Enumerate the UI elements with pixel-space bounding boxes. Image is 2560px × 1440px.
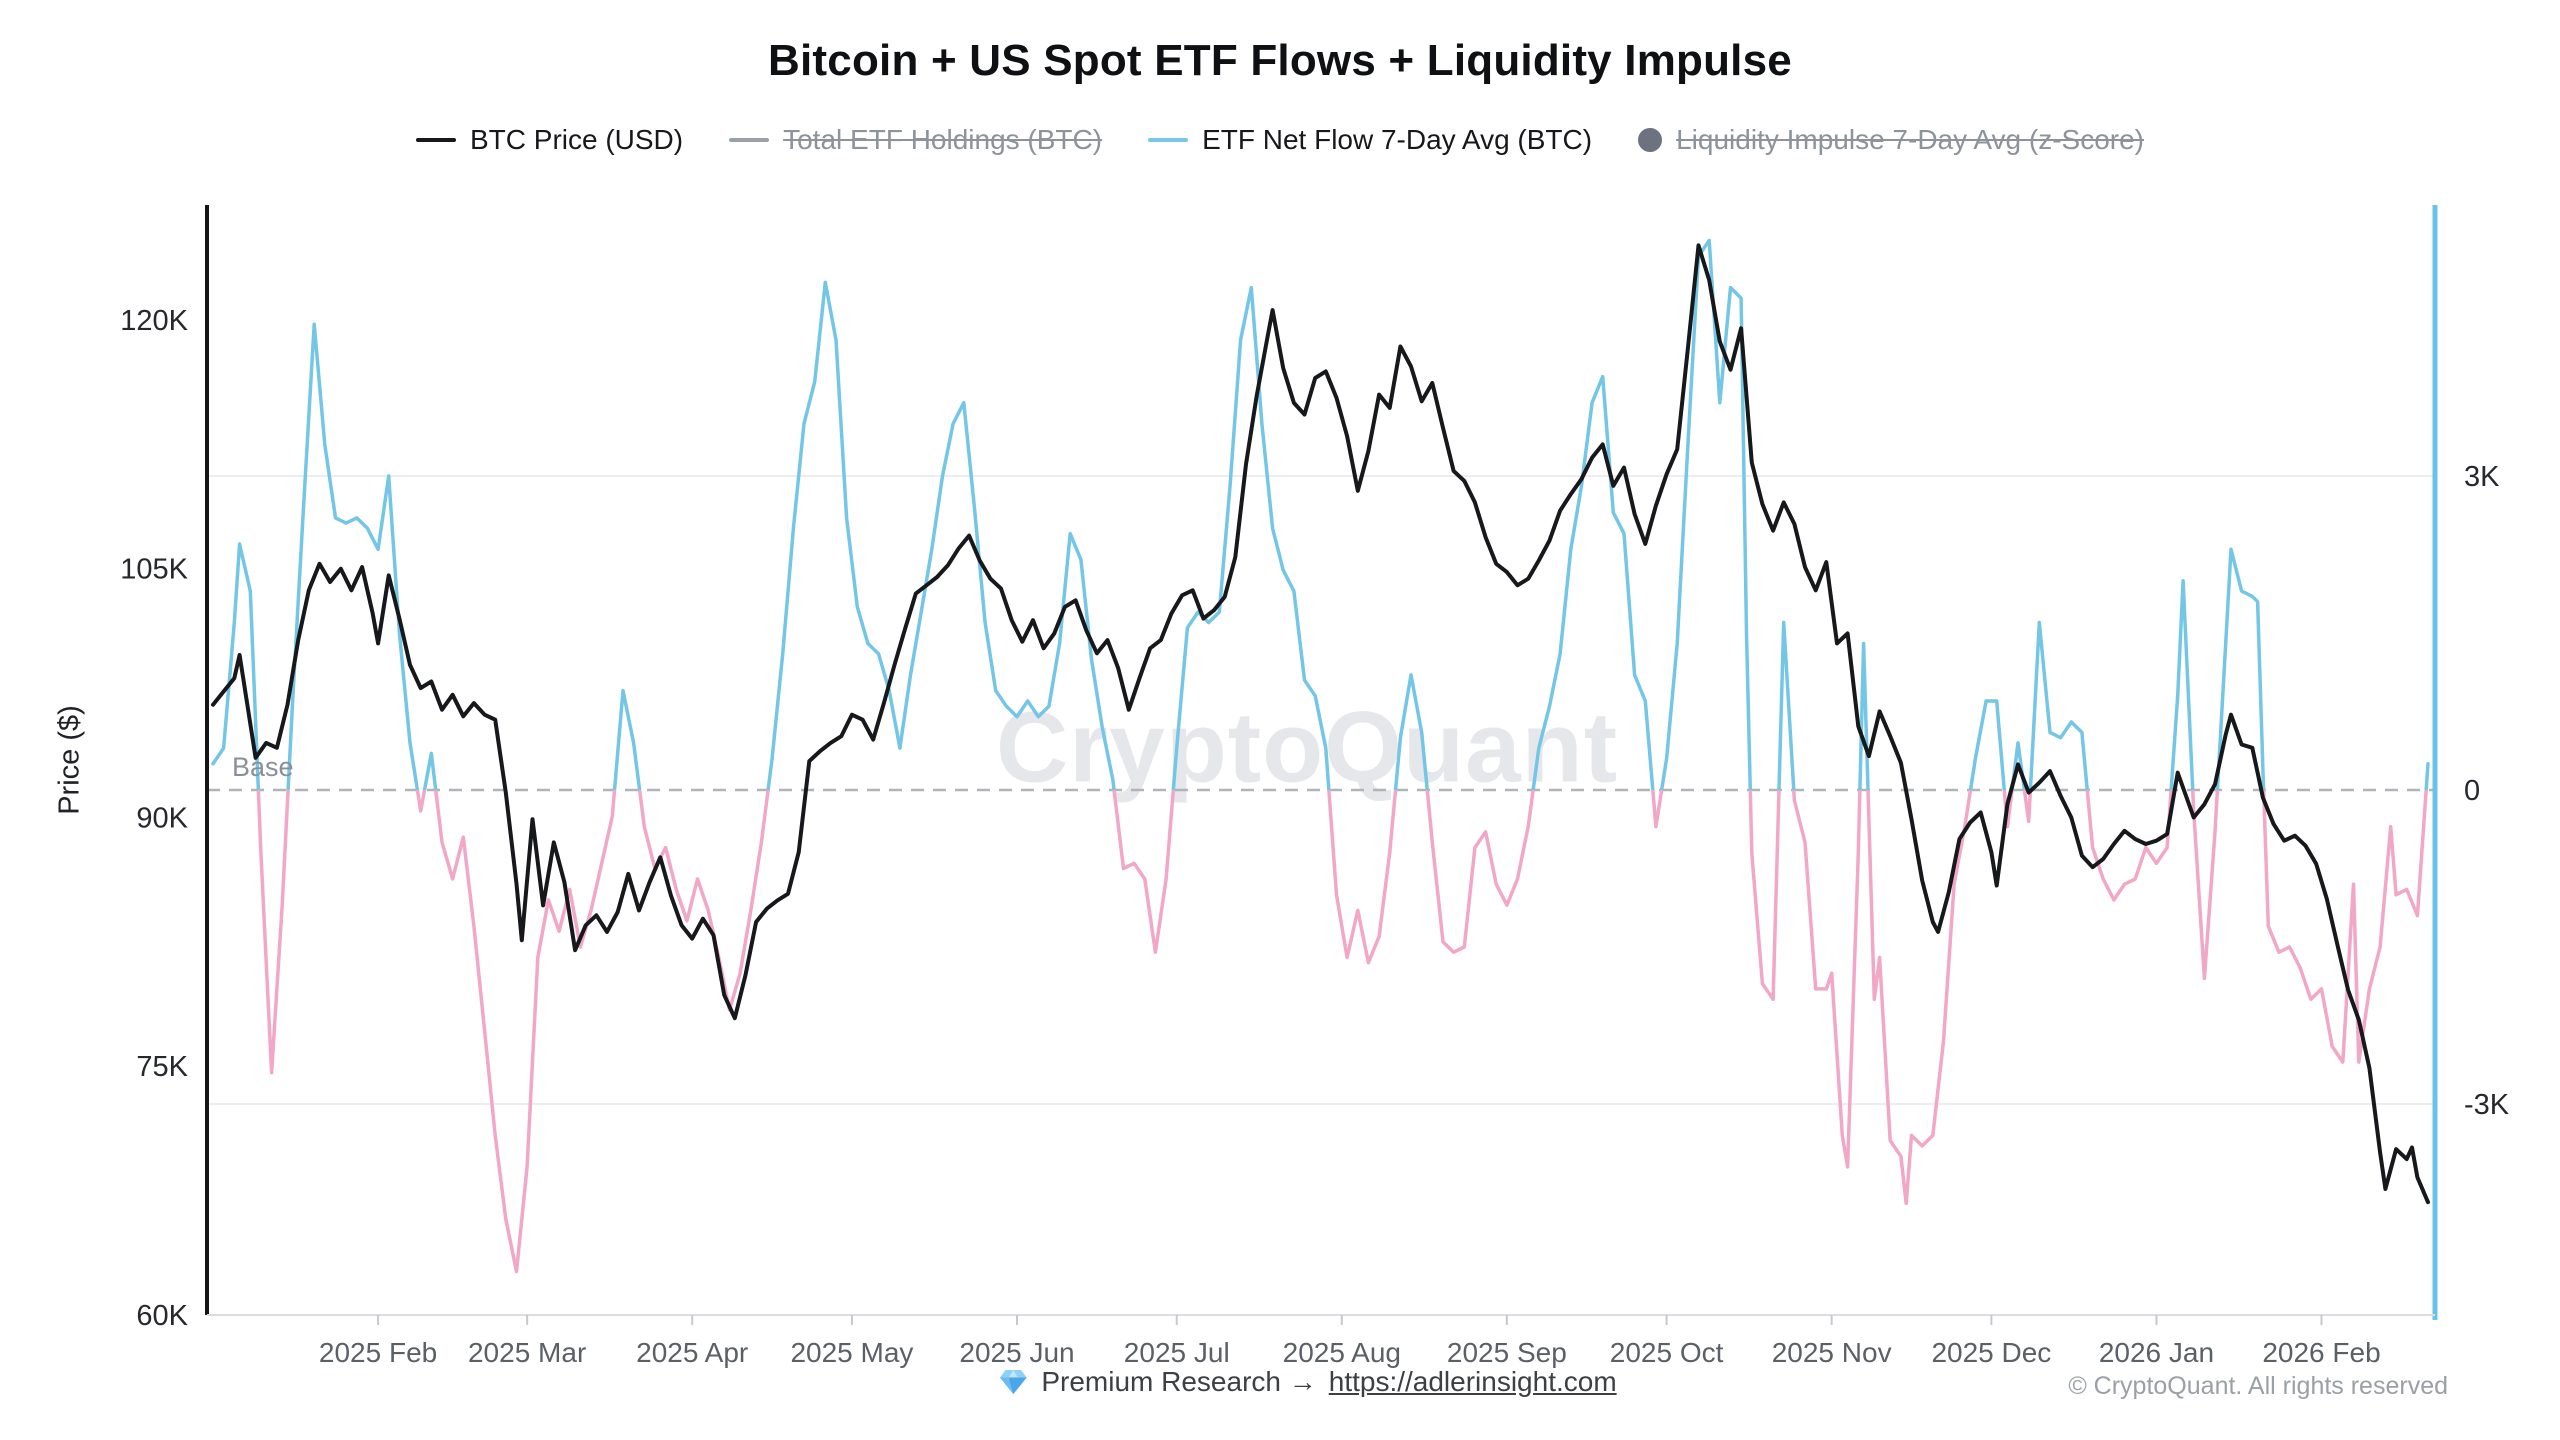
x-tick-label: 2025 Jul bbox=[1124, 1337, 1230, 1368]
legend-label: Total ETF Holdings (BTC) bbox=[783, 124, 1103, 155]
flow-tick-label: 0 bbox=[2464, 775, 2480, 807]
liquidity-impulse-dot-swatch-icon bbox=[1638, 128, 1663, 152]
base-line-label: Base bbox=[232, 752, 294, 782]
footer: Premium Research → https://adlerinsight.… bbox=[0, 1366, 2560, 1410]
x-tick-label: 2026 Jan bbox=[2099, 1337, 2214, 1368]
x-tick-label: 2025 Aug bbox=[1283, 1337, 1401, 1368]
etf-netflow-line-positive bbox=[211, 238, 2430, 790]
chart-title: Bitcoin + US Spot ETF Flows + Liquidity … bbox=[768, 36, 1792, 85]
legend-item-btc-price[interactable]: BTC Price (USD) bbox=[415, 124, 684, 156]
x-tick-label: 2025 Nov bbox=[1772, 1337, 1892, 1368]
copyright-text: © CryptoQuant. All rights reserved bbox=[2068, 1372, 2448, 1400]
price-tick-label: 120K bbox=[120, 305, 188, 337]
price-axis-title: Price ($) bbox=[53, 705, 86, 815]
price-tick-label: 60K bbox=[136, 1300, 188, 1332]
price-tick-label: 75K bbox=[136, 1051, 188, 1083]
diamond-gem-icon bbox=[1000, 1370, 1027, 1394]
flow-tick-label: 3K bbox=[2464, 461, 2500, 493]
btc-price-line bbox=[211, 243, 2430, 1205]
footer-link[interactable]: https://adlerinsight.com bbox=[1328, 1366, 1617, 1397]
legend-item-etf-net-flow[interactable]: ETF Net Flow 7-Day Avg (BTC) bbox=[1148, 124, 1592, 156]
etf-holdings-line-swatch-icon bbox=[729, 138, 770, 142]
x-tick-label: 2026 Feb bbox=[2262, 1337, 2380, 1368]
legend: BTC Price (USD) Total ETF Holdings (BTC)… bbox=[0, 124, 2560, 156]
legend-item-total-etf-holdings[interactable]: Total ETF Holdings (BTC) bbox=[729, 124, 1102, 156]
x-tick-label: 2025 Oct bbox=[1610, 1337, 1724, 1368]
x-tick-label: 2025 Jun bbox=[959, 1337, 1074, 1368]
price-tick-label: 105K bbox=[120, 554, 188, 586]
btc-price-line-swatch-icon bbox=[415, 138, 456, 142]
x-tick-label: 2025 Mar bbox=[468, 1337, 586, 1368]
footer-promo: Premium Research → https://adlerinsight.… bbox=[997, 1366, 1617, 1398]
footer-text: Premium Research → bbox=[1041, 1366, 1317, 1397]
legend-label: Liquidity Impulse 7-Day Avg (z-Score) bbox=[1676, 124, 2144, 155]
x-tick-label: 2025 Dec bbox=[1931, 1337, 2051, 1368]
legend-label: BTC Price (USD) bbox=[469, 124, 684, 155]
etf-netflow-line-swatch-icon bbox=[1148, 138, 1189, 142]
x-tick-label: 2025 Feb bbox=[319, 1337, 437, 1368]
price-tick-label: 90K bbox=[136, 802, 188, 834]
x-tick-label: 2025 May bbox=[790, 1337, 913, 1368]
legend-item-liquidity-impulse[interactable]: Liquidity Impulse 7-Day Avg (z-Score) bbox=[1638, 124, 2144, 156]
flow-tick-label: -3K bbox=[2464, 1089, 2510, 1121]
x-tick-label: 2025 Apr bbox=[636, 1337, 748, 1368]
legend-label: ETF Net Flow 7-Day Avg (BTC) bbox=[1202, 124, 1593, 155]
etf-netflow-line-negative bbox=[256, 790, 2428, 1274]
x-tick-label: 2025 Sep bbox=[1447, 1337, 1567, 1368]
